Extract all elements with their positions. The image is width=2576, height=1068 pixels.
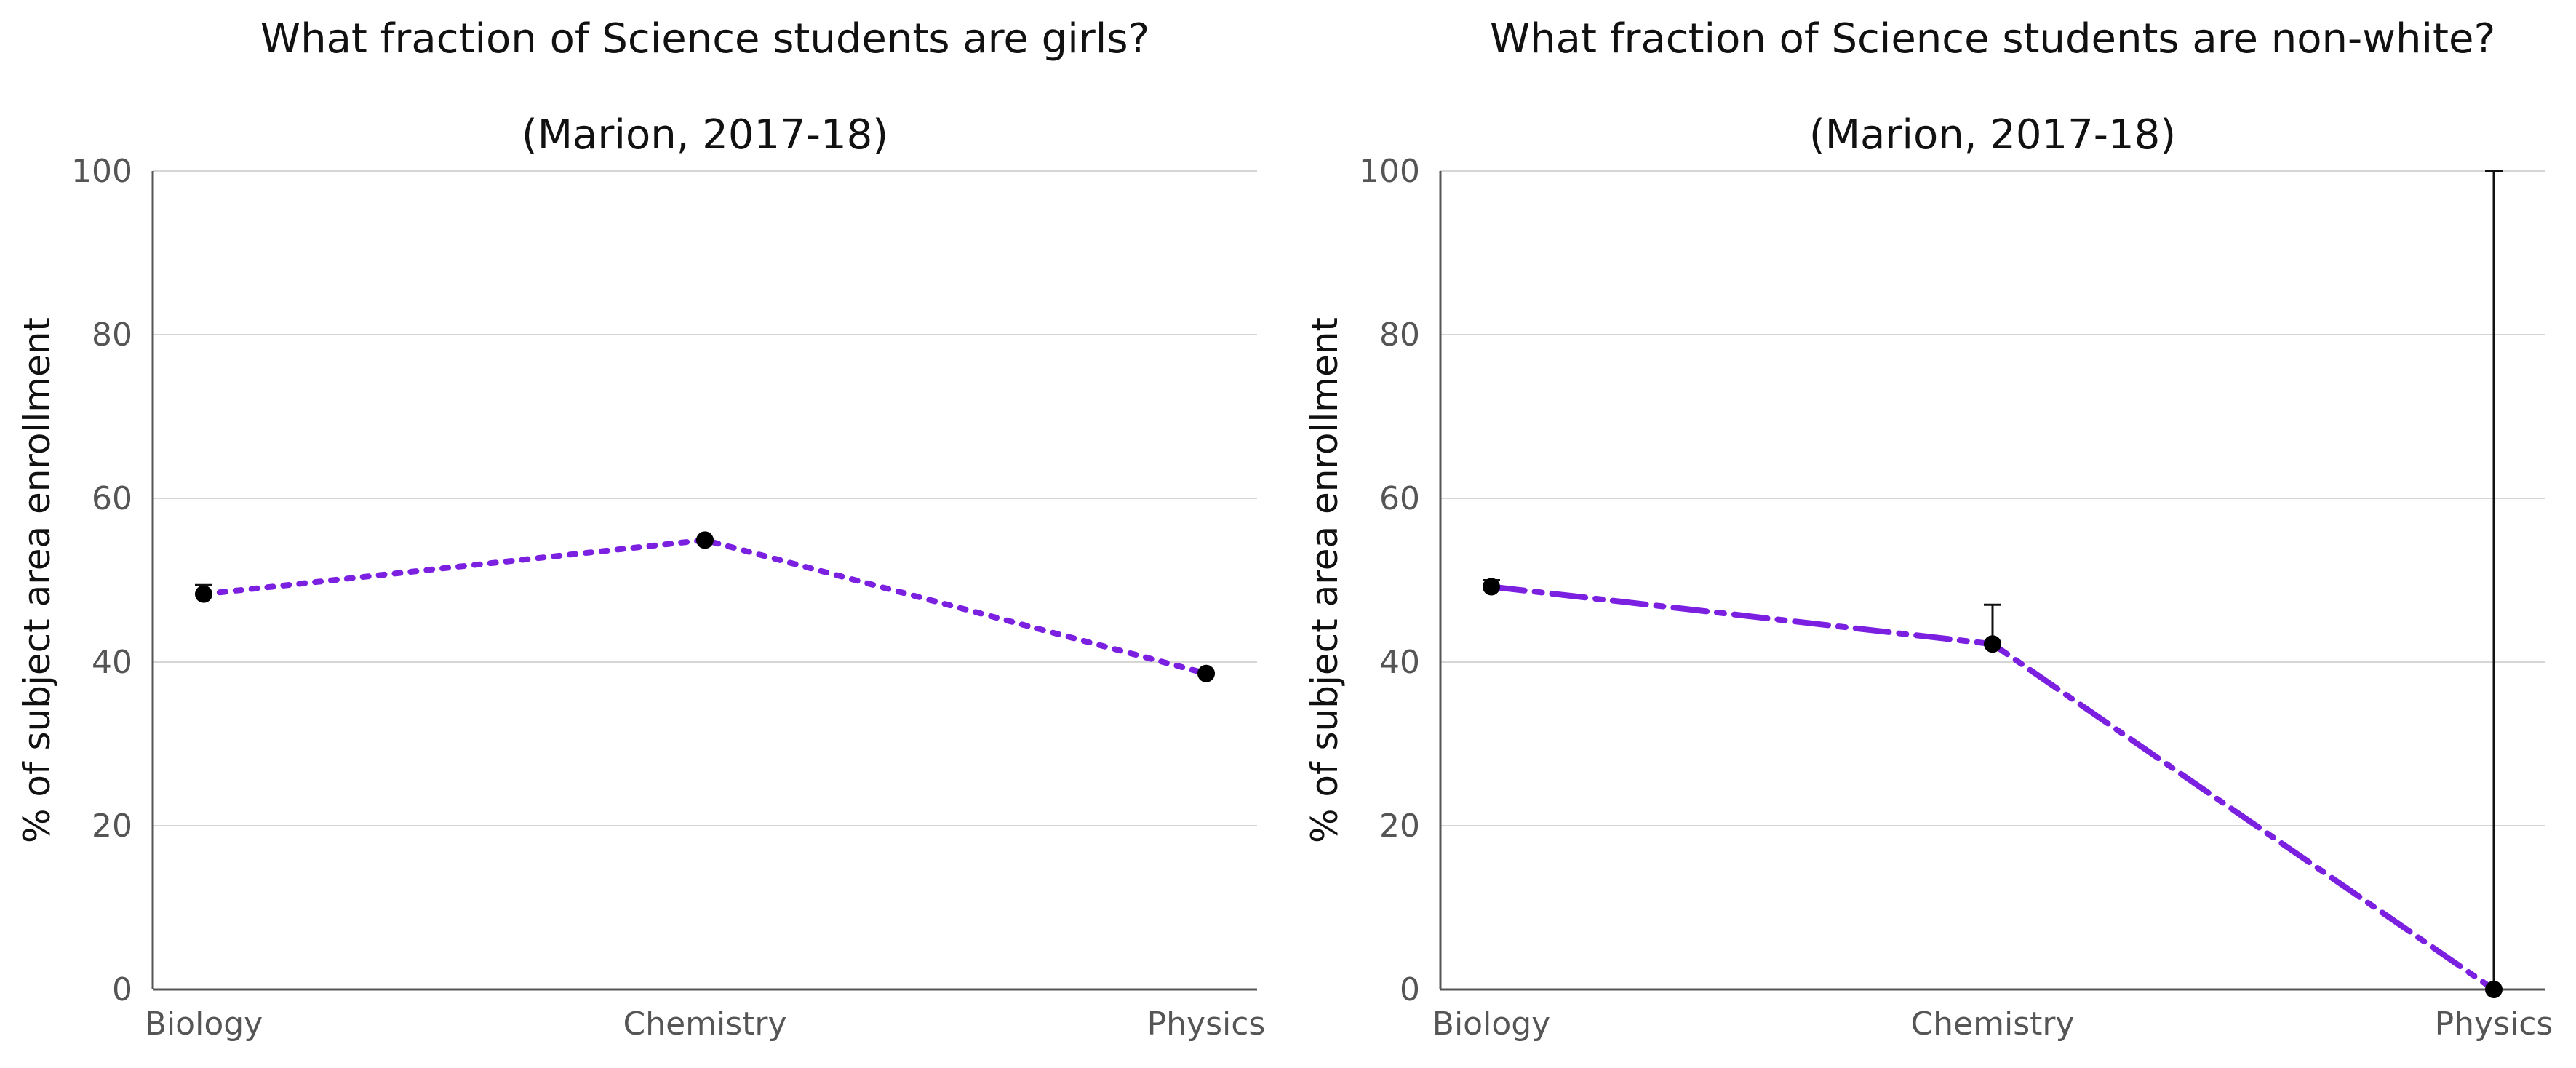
y-tick-label: 20 [1379,808,1420,845]
y-tick-label: 80 [1379,316,1420,354]
x-tick-label: Physics [2435,1005,2553,1043]
data-point [696,531,714,549]
data-point [195,585,212,603]
chart-panel-nonwhite: What fraction of Science students are no… [1288,0,2575,1068]
chart-title: What fraction of Science students are gi… [260,15,1150,63]
y-tick-label: 80 [92,316,132,354]
data-point [2485,981,2503,998]
chart-panel-girls: What fraction of Science students are gi… [16,15,1266,1043]
x-tick-label: Biology [1432,1005,1550,1043]
chart-subtitle: (Marion, 2017-18) [522,111,888,159]
y-tick-label: 60 [92,480,132,517]
chart-nonwhite-svg: What fraction of Science students are no… [1304,15,2553,1043]
chart-girls-svg: What fraction of Science students are gi… [16,15,1266,1043]
x-tick-label: Physics [1147,1005,1266,1043]
chart-title: What fraction of Science students are no… [1490,15,2495,63]
series-line [201,537,1209,677]
data-point [1197,664,1215,682]
data-point [1984,635,2001,653]
y-tick-label: 40 [92,644,132,681]
y-tick-label: 0 [1400,971,1420,1008]
y-axis-label: % of subject area enrollment [1304,317,1346,843]
y-tick-label: 40 [1379,644,1420,681]
x-tick-label: Chemistry [623,1005,786,1043]
y-tick-label: 60 [1379,480,1420,517]
x-tick-label: Chemistry [1910,1005,2074,1043]
y-tick-label: 100 [1359,153,1420,190]
y-tick-label: 0 [112,971,132,1008]
chart-subtitle: (Marion, 2017-18) [1809,111,2176,159]
data-point [1483,578,1500,596]
x-tick-label: Biology [145,1005,263,1043]
y-tick-label: 100 [71,153,132,190]
y-axis-label: % of subject area enrollment [16,317,58,843]
y-tick-label: 20 [92,808,132,845]
